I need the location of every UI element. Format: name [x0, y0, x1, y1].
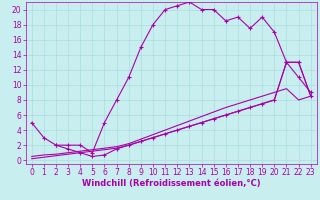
X-axis label: Windchill (Refroidissement éolien,°C): Windchill (Refroidissement éolien,°C)	[82, 179, 260, 188]
